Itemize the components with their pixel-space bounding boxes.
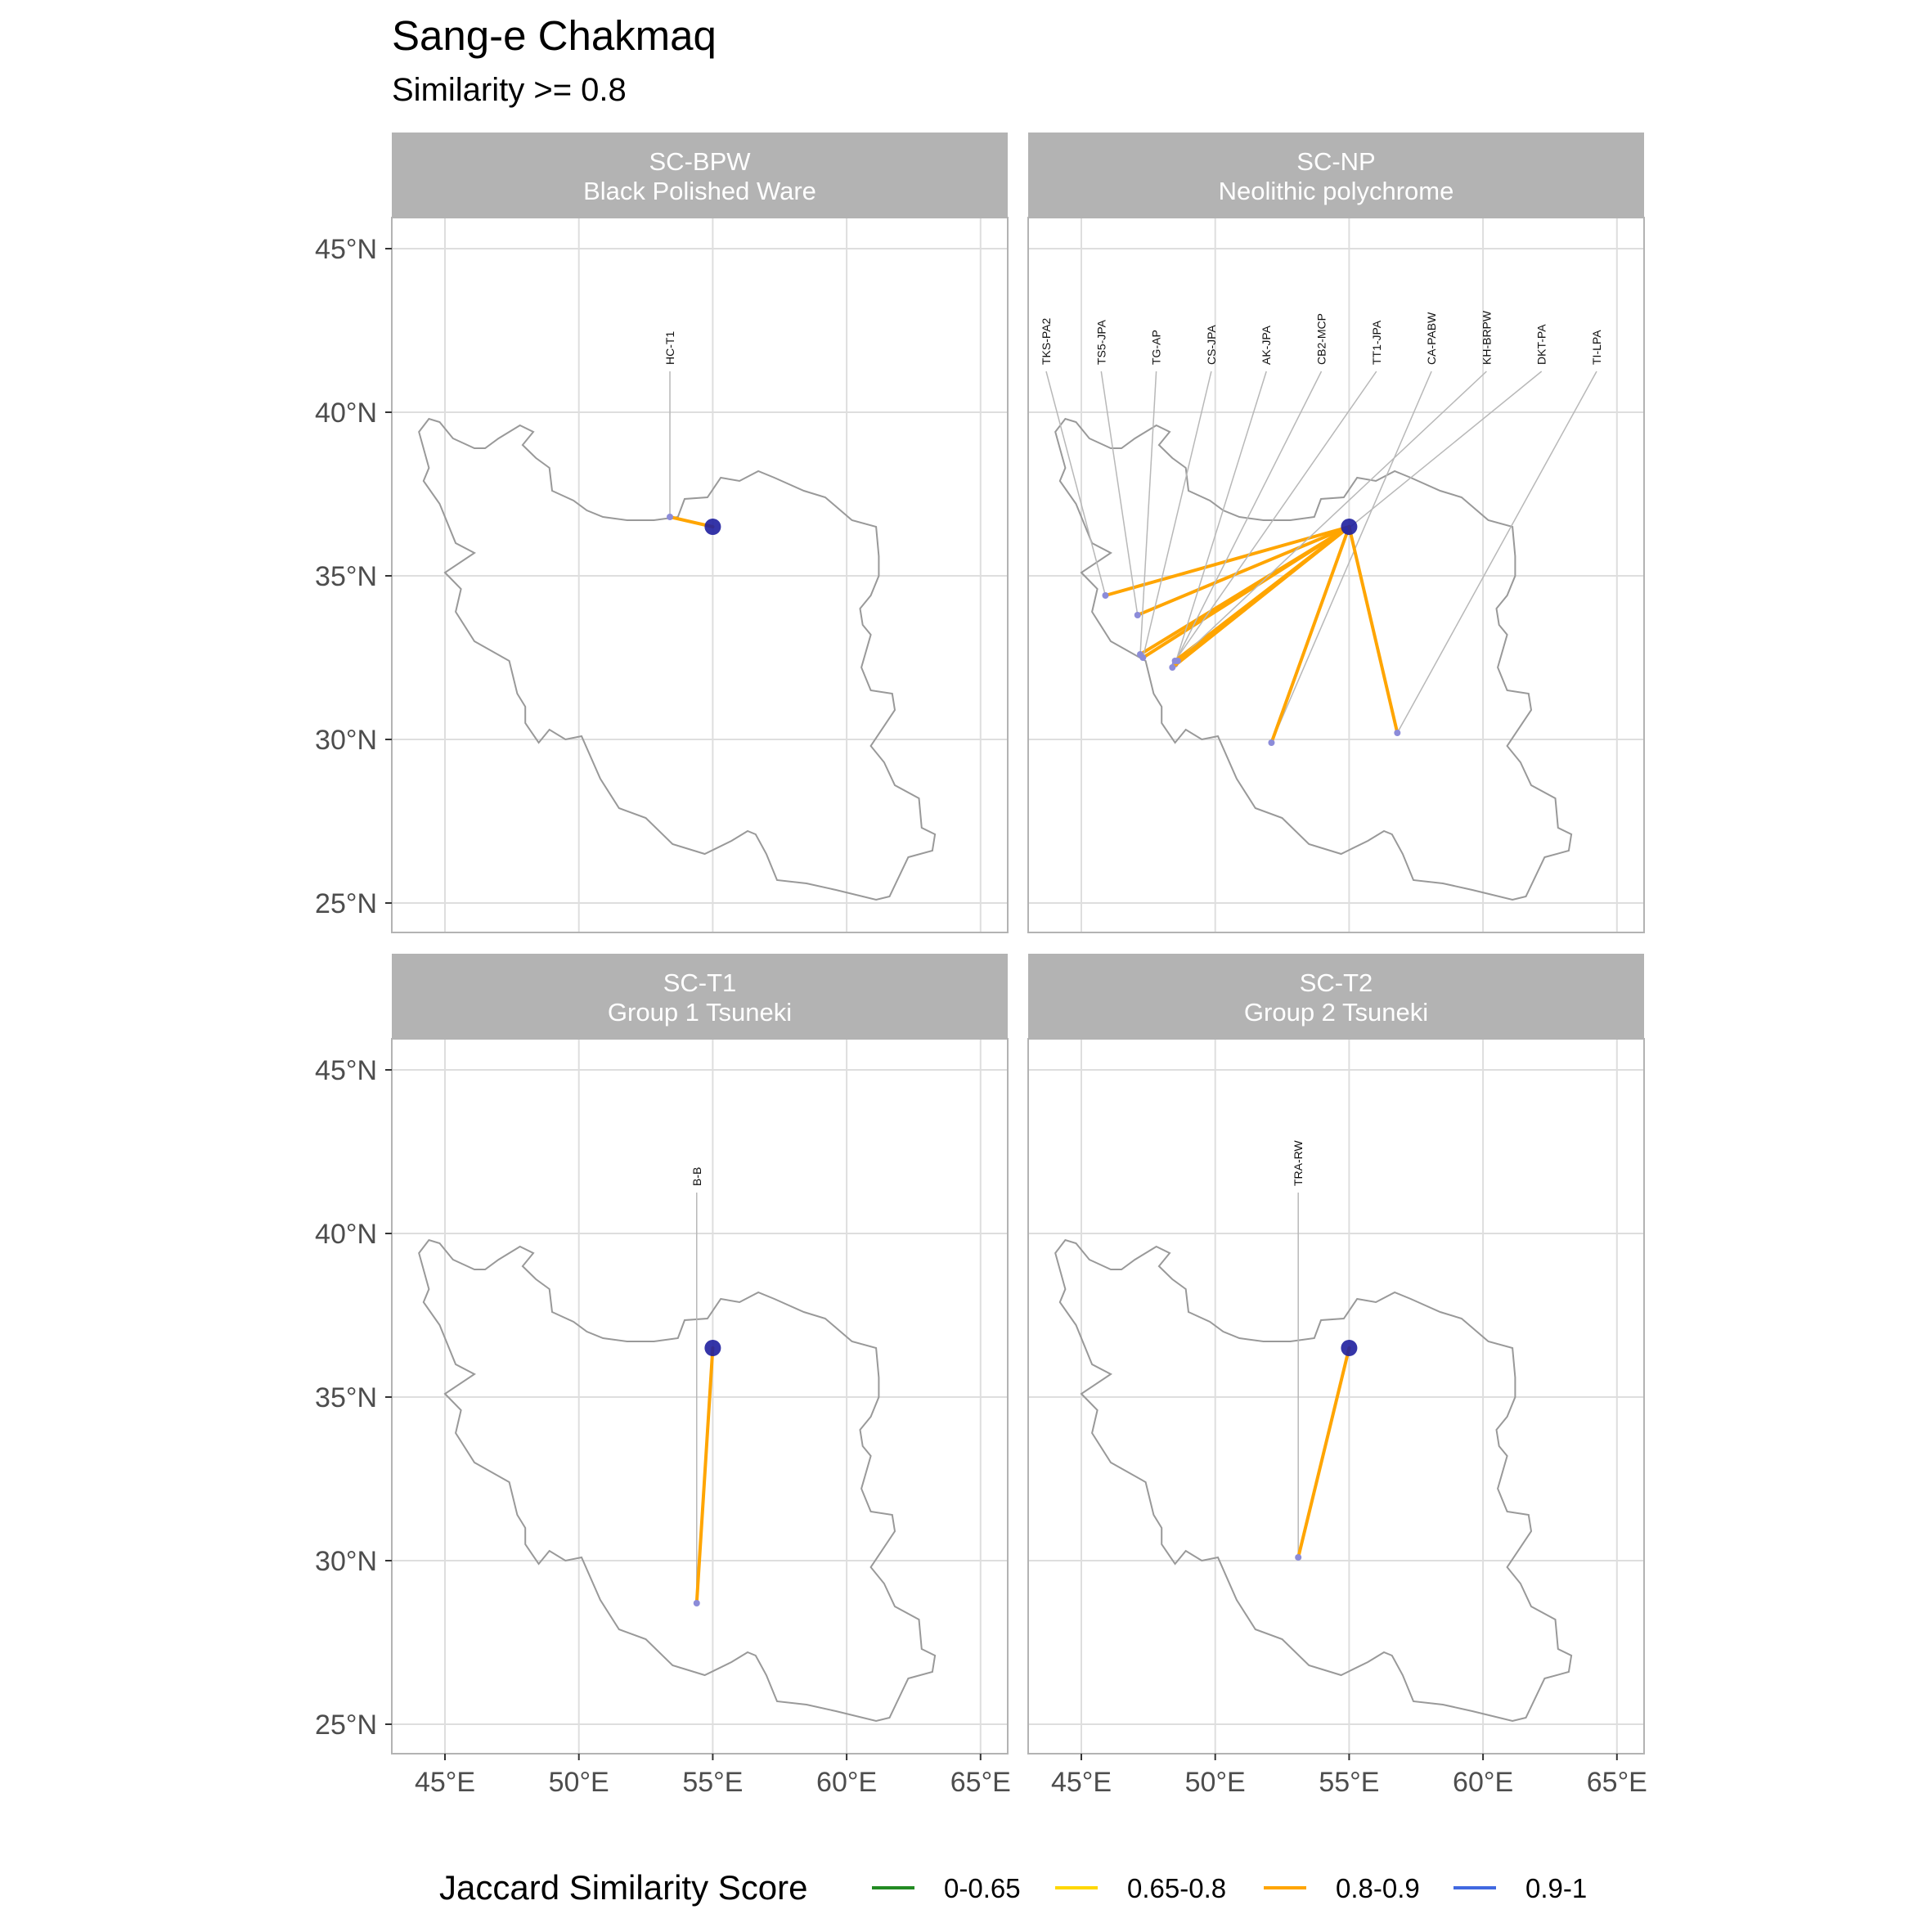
x-tick-label: 45°E: [415, 1767, 475, 1798]
connection-line: [1135, 525, 1351, 617]
site-label: TS5-JPA: [1094, 319, 1108, 365]
legend-label: 0.65-0.8: [1127, 1873, 1226, 1903]
site-point: [1134, 612, 1141, 618]
facet-strip-code: SC-BPW: [649, 147, 752, 176]
site-label: AK-JPA: [1260, 325, 1273, 365]
site-label: TG-AP: [1150, 330, 1163, 365]
iran-outline: [1054, 417, 1573, 901]
facet-strip-name: Group 2 Tsuneki: [1244, 998, 1428, 1027]
facet-strip-code: SC-NP: [1296, 147, 1375, 176]
y-tick-label: 25°N: [315, 1710, 377, 1741]
legend-label: 0-0.65: [944, 1873, 1021, 1903]
y-tick-label: 45°N: [315, 1055, 377, 1086]
label-leader: [1139, 371, 1157, 655]
site-label: CB2-MCP: [1315, 313, 1328, 365]
label-leader: [1346, 371, 1543, 531]
x-tick-label: 65°E: [950, 1767, 1011, 1798]
label-leader: [1270, 371, 1432, 744]
chart-subtitle: Similarity >= 0.8: [392, 72, 627, 108]
site-label: TT1-JPA: [1370, 320, 1383, 365]
site-point: [693, 1600, 700, 1606]
facet-strip: [392, 133, 1008, 218]
site-point: [1268, 739, 1275, 746]
site-point: [1139, 654, 1147, 661]
label-leader: [1177, 371, 1487, 662]
site-point: [1102, 592, 1109, 599]
facet-strip-name: Black Polished Ware: [583, 177, 816, 205]
site-label: TI-LPA: [1590, 330, 1603, 365]
site-label: CA-PABW: [1425, 312, 1438, 365]
connection-line: [1296, 1346, 1351, 1559]
origin-point: [1341, 519, 1358, 535]
site-label: B-B: [690, 1167, 703, 1186]
facet-strip: [1028, 954, 1644, 1039]
facet-strip-code: SC-T1: [663, 968, 737, 997]
iran-outline: [1054, 1238, 1573, 1723]
y-tick-label: 40°N: [315, 1219, 377, 1250]
site-label: KH-BRPW: [1480, 310, 1493, 365]
y-tick-label: 25°N: [315, 888, 377, 919]
label-leader: [1174, 371, 1267, 665]
connection-line: [1141, 525, 1351, 659]
x-tick-label: 50°E: [1185, 1767, 1246, 1798]
x-tick-label: 45°E: [1051, 1767, 1112, 1798]
iran-outline: [418, 1238, 937, 1723]
label-leader: [1396, 371, 1597, 734]
site-label: TKS-PA2: [1040, 317, 1053, 365]
site-label: TRA-RW: [1292, 1139, 1305, 1186]
site-point: [1295, 1554, 1302, 1561]
x-tick-label: 60°E: [816, 1767, 877, 1798]
y-tick-label: 30°N: [315, 1546, 377, 1577]
origin-point: [1341, 1340, 1358, 1356]
site-point: [1394, 730, 1401, 736]
label-leader: [1171, 371, 1323, 668]
x-tick-label: 60°E: [1453, 1767, 1513, 1798]
site-label: DKT-PA: [1535, 324, 1548, 365]
connection-line: [1175, 525, 1351, 663]
x-tick-label: 65°E: [1587, 1767, 1647, 1798]
connection-line: [694, 1346, 715, 1605]
legend-label: 0.8-0.9: [1336, 1873, 1420, 1903]
facet-strip: [1028, 133, 1644, 218]
facet-strip-code: SC-T2: [1300, 968, 1373, 997]
y-tick-label: 45°N: [315, 234, 377, 265]
site-point: [667, 514, 674, 520]
facet-strip-name: Neolithic polychrome: [1219, 177, 1454, 205]
y-tick-label: 40°N: [315, 398, 377, 429]
panel-border: [1027, 1038, 1645, 1755]
connection-line: [1269, 525, 1351, 744]
iran-outline: [418, 417, 937, 901]
origin-point: [704, 519, 721, 535]
facet-strip-name: Group 1 Tsuneki: [608, 998, 792, 1027]
label-leader: [1142, 371, 1212, 658]
legend: Jaccard Similarity Score 0-0.65 0.65-0.8 0.…: [439, 1868, 1587, 1907]
x-tick-label: 55°E: [1319, 1767, 1379, 1798]
label-leader: [1100, 371, 1139, 616]
origin-point: [704, 1340, 721, 1356]
label-leader: [1174, 371, 1377, 662]
x-tick-label: 50°E: [549, 1767, 609, 1798]
site-label: CS-JPA: [1205, 325, 1218, 365]
panel-border: [1027, 217, 1645, 933]
site-label: HC-T1: [663, 331, 676, 365]
y-tick-label: 30°N: [315, 725, 377, 756]
chart-title: Sang-e Chakmaq: [392, 12, 717, 59]
legend-label: 0.9-1: [1525, 1873, 1587, 1903]
site-point: [1169, 664, 1176, 671]
y-tick-label: 35°N: [315, 561, 377, 592]
legend-title: Jaccard Similarity Score: [439, 1868, 807, 1907]
connection-line: [1347, 525, 1400, 735]
facet-strip: [392, 954, 1008, 1039]
label-leader: [1045, 371, 1107, 596]
site-point: [1174, 658, 1181, 664]
x-tick-label: 55°E: [682, 1767, 743, 1798]
y-tick-label: 35°N: [315, 1382, 377, 1413]
